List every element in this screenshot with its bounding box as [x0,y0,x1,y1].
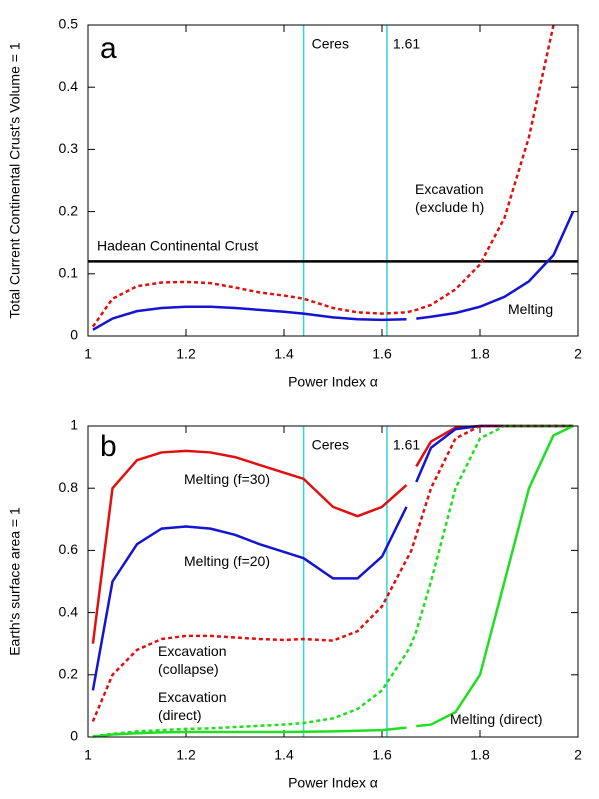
series-label-line: Melting (direct) [450,711,543,727]
series-label: Melting [508,301,553,317]
series-label-line: Excavation [158,689,226,705]
x-tick-label: 2 [574,747,582,763]
series-label-line: Melting (f=30) [184,471,270,487]
series-label-line: (direct) [158,707,202,723]
series-label: Excavation (direct) [158,689,226,723]
x-tick-label: 1 [84,346,92,362]
series-label-line: (exclude h) [415,199,484,215]
series-label-line: Melting (f=20) [184,553,270,569]
x-tick-label: 1.2 [176,346,196,362]
y-tick-label: 0.6 [59,541,79,557]
data-line [91,424,574,722]
data-line [91,424,574,644]
data-line [91,24,555,328]
x-tick-label: 1.4 [274,747,294,763]
y-tick-label: 0.2 [59,202,79,218]
reference-label: Hadean Continental Crust [97,238,258,254]
y-tick-label: 0.8 [59,479,79,495]
reference-label: Ceres [312,437,349,453]
y-tick-label: 0 [70,327,78,343]
x-tick-label: 1.6 [372,346,392,362]
series-label-line: Excavation [158,643,226,659]
y-axis-title: Earth's surface area = 1 [7,507,23,656]
series-label-line: Excavation [415,181,483,197]
data-line [92,424,574,738]
data-line [92,211,575,331]
y-tick-label: 1 [70,417,78,433]
panel-label: a [100,32,117,65]
reference-label: Ceres [312,36,349,52]
panel-label: b [100,430,117,463]
reference-label: 1.61 [393,437,420,453]
series-label: Melting (direct) [450,711,543,727]
x-tick-label: 2 [574,346,582,362]
data-line [92,424,574,738]
y-axis-title: Total Current Continental Crust's Volume… [7,42,23,318]
y-tick-label: 0.3 [59,140,79,156]
series-label: Excavation (exclude h) [415,181,484,215]
series-label: Melting (f=30) [184,471,270,487]
plot-frame [87,24,579,337]
y-tick-label: 0.5 [59,16,79,32]
x-tick-label: 1.4 [274,346,294,362]
x-axis-title: Power Index α [288,775,378,791]
x-axis-title: Power Index α [288,374,378,390]
series-label-line: Melting [508,301,553,317]
y-tick-label: 0.4 [59,78,79,94]
y-tick-label: 0.4 [59,603,79,619]
reference-label: 1.61 [393,36,420,52]
x-tick-label: 1.2 [176,747,196,763]
x-tick-label: 1.6 [372,747,392,763]
y-tick-label: 0.2 [59,666,79,682]
x-tick-label: 1.8 [470,747,490,763]
series-label-line: (collapse) [158,661,219,677]
x-tick-label: 1 [84,747,92,763]
x-tick-label: 1.8 [470,346,490,362]
y-tick-label: 0 [70,728,78,744]
series-label: Melting (f=20) [184,553,270,569]
plot-frame [87,425,579,738]
y-tick-label: 0.1 [59,265,79,281]
series-label: Excavation (collapse) [158,643,226,677]
